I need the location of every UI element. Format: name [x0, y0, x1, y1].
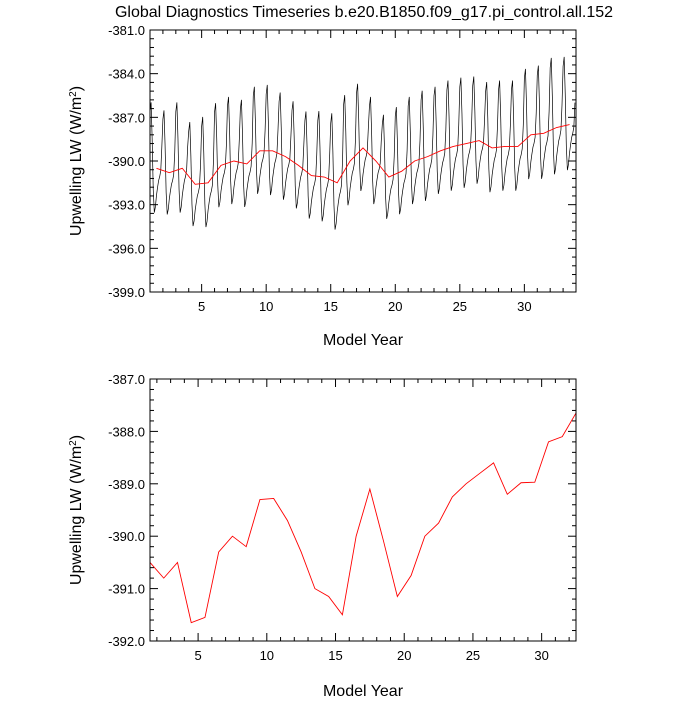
bottom-x-tick-label: 20 [397, 648, 411, 663]
top-plot-lines [149, 56, 576, 230]
bottom-x-tick-label: 10 [260, 648, 274, 663]
top-plot-frame [149, 29, 577, 293]
chart-title: Global Diagnostics Timeseries b.e20.B185… [115, 4, 613, 21]
bottom-x-tick-label: 15 [328, 648, 342, 663]
bottom-x-axis-title: Model Year [323, 683, 404, 700]
top-x-tick-label: 20 [388, 299, 402, 314]
bottom-y-tick-label: -388.0 [108, 424, 145, 439]
bottom-y-tick-label: -390.0 [108, 529, 145, 544]
bottom-y-tick-label: -392.0 [108, 634, 145, 649]
bottom-y-tick-label: -391.0 [108, 582, 145, 597]
top-panel: 5 10 15 20 25 30 -399.0 -396.0 -393.0 -390.0 -387.… [68, 23, 577, 349]
top-y-axis-title: Upwelling LW (W/m2) [68, 86, 86, 236]
bottom-y-tick-label: -389.0 [108, 477, 145, 492]
top-x-tick-label: 15 [323, 299, 337, 314]
top-x-axis-title: Model Year [323, 332, 404, 349]
top-annual-mean-line [156, 124, 570, 185]
top-y-tick-label: -396.0 [108, 241, 145, 256]
top-y-tick-label: -390.0 [108, 154, 145, 169]
bottom-y-tick-label: -387.0 [108, 372, 145, 387]
top-x-tick-label: 30 [517, 299, 531, 314]
top-x-tick-label: 25 [453, 299, 467, 314]
bottom-plot-frame [149, 378, 577, 642]
top-ticks: 5 10 15 20 25 30 -399.0 -396.0 -393.0 -390.0 -387.… [108, 23, 577, 314]
top-x-tick-label: 10 [259, 299, 273, 314]
top-y-tick-label: -393.0 [108, 198, 145, 213]
top-y-tick-label: -384.0 [108, 67, 145, 82]
bottom-panel: 5 10 15 20 25 30 -392.0 -391.0 -390.0 -389.0 -388.… [68, 372, 577, 700]
bottom-y-axis-title: Upwelling LW (W/m2) [68, 435, 86, 585]
top-y-tick-label: -381.0 [108, 23, 145, 38]
bottom-x-tick-label: 25 [466, 648, 480, 663]
bottom-plot-lines [149, 412, 577, 624]
top-y-tick-label: -399.0 [108, 285, 145, 300]
top-monthly-series-line [149, 56, 576, 230]
bottom-x-tick-label: 30 [534, 648, 548, 663]
bottom-ticks: 5 10 15 20 25 30 -392.0 -391.0 -390.0 -389.0 -388.… [108, 372, 576, 663]
top-x-tick-label: 5 [198, 299, 205, 314]
bottom-x-tick-label: 5 [194, 648, 201, 663]
top-y-tick-label: -387.0 [108, 110, 145, 125]
bottom-annual-mean-line [149, 412, 577, 624]
